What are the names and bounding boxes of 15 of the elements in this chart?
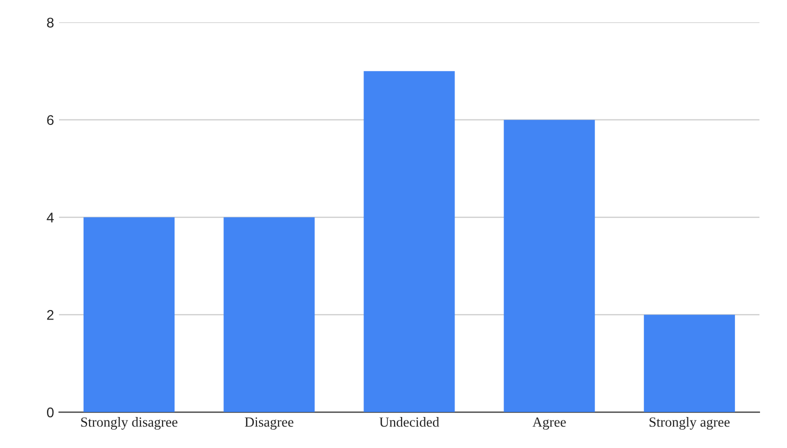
- bar: [84, 217, 175, 412]
- x-tick-label: Undecided: [379, 417, 440, 427]
- x-tick-label: Strongly disagree: [81, 417, 178, 430]
- bar: [504, 120, 595, 412]
- x-tick-label: Disagree: [244, 417, 294, 430]
- x-tick-label: Strongly agree: [650, 417, 730, 430]
- y-tick-label: 0: [46, 407, 54, 418]
- bar: [644, 314, 735, 412]
- y-tick-label: 2: [47, 310, 54, 320]
- bar: [224, 217, 315, 412]
- bar: [364, 71, 455, 412]
- y-tick-label: 8: [47, 18, 54, 28]
- x-tick-label: Agree: [532, 417, 566, 430]
- y-tick-label: 6: [47, 115, 54, 126]
- y-tick-label: 4: [46, 212, 54, 222]
